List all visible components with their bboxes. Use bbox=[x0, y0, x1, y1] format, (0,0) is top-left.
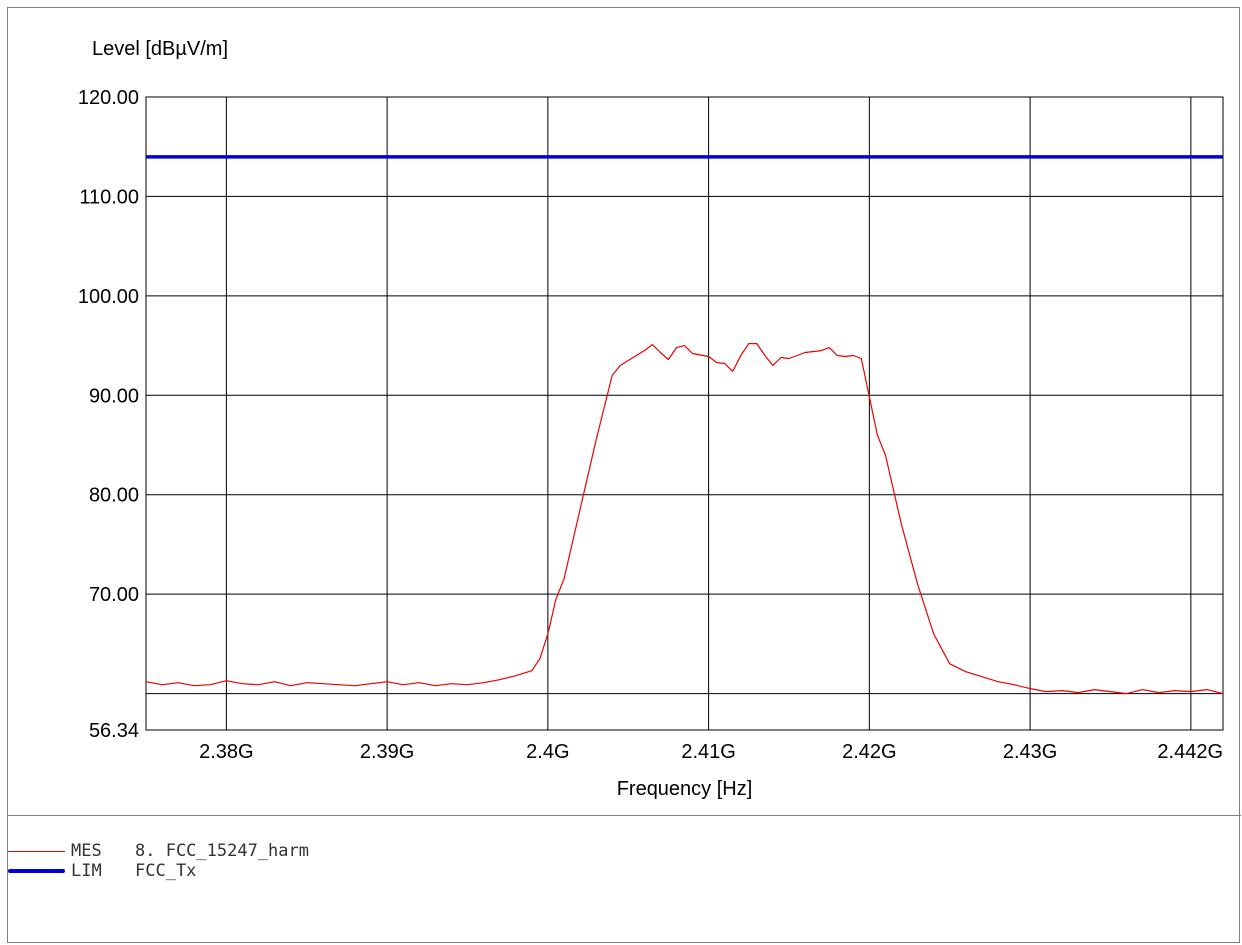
legend-text-lim: FCC_Tx bbox=[135, 861, 197, 881]
series-line-mes bbox=[145, 343, 1224, 695]
y-tick-label: 56.34 bbox=[89, 720, 139, 742]
y-tick-label: 110.00 bbox=[79, 186, 139, 208]
legend-text-mes: 8. FCC_15247_harm bbox=[135, 841, 309, 861]
y-axis-label: Level [dBµV/m] bbox=[92, 38, 228, 60]
x-tick-label: 2.42G bbox=[842, 741, 896, 763]
y-tick-label: 80.00 bbox=[89, 485, 139, 507]
x-tick-label: 2.39G bbox=[360, 741, 414, 763]
y-tick-label: 90.00 bbox=[89, 385, 139, 407]
chart-frame: 120.00 110.00 100.00 90.00 80.00 70.00 56.34 2.… bbox=[7, 7, 1241, 944]
x-tick-label: 2.38G bbox=[199, 741, 253, 763]
legend-item-mes: MES 8. FCC_15247_harm bbox=[8, 841, 309, 861]
x-axis-label: Frequency [Hz] bbox=[617, 778, 753, 800]
x-tick-label: 2.41G bbox=[681, 741, 735, 763]
y-tick-label: 100.00 bbox=[78, 286, 139, 308]
legend: MES 8. FCC_15247_harm LIM FCC_Tx bbox=[8, 816, 1241, 944]
legend-label-lim: LIM bbox=[71, 861, 102, 881]
legend-label-mes: MES bbox=[71, 841, 102, 861]
x-tick-label: 2.43G bbox=[1003, 741, 1057, 763]
y-tick-label: 70.00 bbox=[89, 584, 139, 606]
legend-swatch-lim bbox=[8, 869, 65, 873]
plot-region: 120.00 110.00 100.00 90.00 80.00 70.00 56.34 2.… bbox=[8, 8, 1241, 816]
plot-border bbox=[145, 96, 1224, 731]
x-tick-label: 2.442G bbox=[1157, 741, 1223, 763]
y-tick-label: 120.00 bbox=[78, 87, 139, 109]
legend-swatch-mes bbox=[8, 850, 65, 852]
x-tick-label: 2.4G bbox=[526, 741, 569, 763]
chart-svg: 120.00 110.00 100.00 90.00 80.00 70.00 56.34 2.… bbox=[78, 38, 1224, 800]
legend-item-lim: LIM FCC_Tx bbox=[8, 861, 196, 881]
